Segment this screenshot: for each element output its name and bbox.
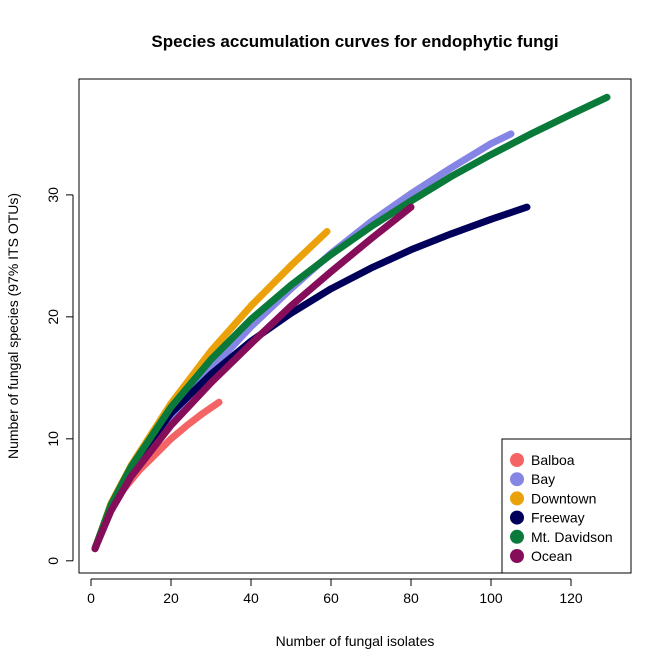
x-tick-label: 100 <box>479 590 503 606</box>
x-axis-label: Number of fungal isolates <box>276 633 435 649</box>
legend-marker-mt-davidson <box>510 529 524 544</box>
series-line-mt-davidson <box>91 93 611 553</box>
legend: Balboa Bay Downtown Freeway Mt. Davidson Ocea… <box>501 438 632 574</box>
x-tick-label: 0 <box>87 590 95 606</box>
x-tick-label: 40 <box>243 590 259 606</box>
legend-marker-bay <box>510 472 524 487</box>
y-tick-label: 10 <box>45 431 61 447</box>
chart-title: Species accumulation curves for endophyt… <box>151 32 558 51</box>
series-line-bay <box>91 130 515 553</box>
x-tick-label: 20 <box>163 590 179 606</box>
series-line-ocean <box>91 203 415 553</box>
plot-frame <box>78 78 632 574</box>
legend-label-downtown: Downtown <box>531 490 596 506</box>
legend-marker-ocean <box>510 549 524 563</box>
x-tick-label: 120 <box>559 590 583 606</box>
series-layer <box>91 93 611 553</box>
series-line-downtown <box>91 228 331 553</box>
y-axis-label: Number of fungal species (97% ITS OTUs) <box>5 193 21 459</box>
legend-label-balboa: Balboa <box>531 452 575 468</box>
legend-marker-freeway <box>510 510 524 525</box>
legend-label-bay: Bay <box>531 471 555 487</box>
x-tick-label: 60 <box>323 590 339 606</box>
legend-label-mt-davidson: Mt. Davidson <box>531 529 613 545</box>
legend-label-freeway: Freeway <box>531 510 585 526</box>
legend-marker-balboa <box>510 453 524 467</box>
series-line-freeway <box>91 203 531 553</box>
y-tick-label: 30 <box>45 187 61 203</box>
legend-marker-downtown <box>510 491 524 506</box>
x-tick-label: 80 <box>403 590 419 606</box>
y-tick-label: 20 <box>45 309 61 325</box>
y-axis: 0 10 20 30 <box>45 187 74 565</box>
legend-label-ocean: Ocean <box>531 548 572 564</box>
x-axis: 0 20 40 60 80 100 120 <box>87 578 583 606</box>
y-tick-label: 0 <box>45 557 61 565</box>
